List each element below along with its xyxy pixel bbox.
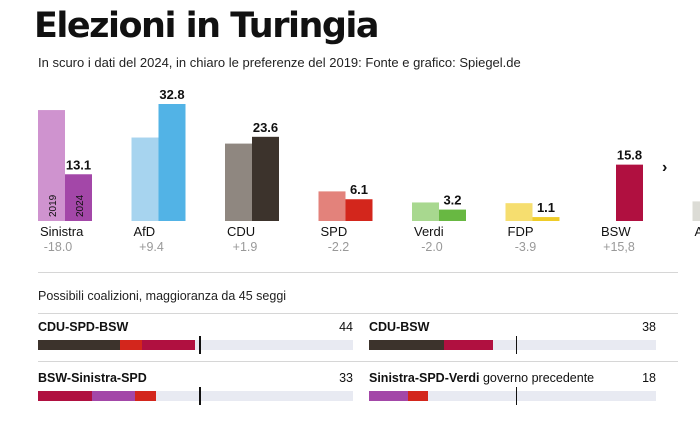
- bar-2019: [692, 201, 700, 221]
- coalition-segment: [408, 391, 428, 401]
- coalition-bar: [38, 336, 353, 354]
- data-label: 6.1: [350, 182, 368, 197]
- coalition-segment: [134, 391, 157, 401]
- coalition-segment: [369, 391, 409, 401]
- bar-chart: 13.1 Sinistra-18.0 2019 2024 32.8 AfD+9.4 23.6…: [38, 87, 700, 254]
- bar-2019: [412, 202, 439, 221]
- bar-2024: [439, 209, 466, 221]
- category-label: FDP: [508, 224, 534, 239]
- divider: [38, 313, 678, 314]
- coalition-segment: [38, 340, 121, 350]
- series-label-2024: 2024: [75, 194, 86, 217]
- coalition-segment: [91, 391, 135, 401]
- bar-2019: [38, 110, 65, 221]
- coalition-seats: 18: [642, 371, 656, 385]
- coalition-bar: [369, 336, 656, 354]
- coalitions-heading: Possibili coalizioni, maggioranza da 45 …: [38, 289, 287, 303]
- coalition-segment: [444, 340, 493, 350]
- bar-2019: [505, 203, 533, 221]
- bar-2024: [65, 174, 92, 221]
- data-label: 1.1: [537, 200, 555, 215]
- bar-2024: [158, 104, 186, 221]
- bar-2024: [616, 164, 643, 221]
- change-label: -2.2: [328, 240, 350, 254]
- change-label: +15,8: [603, 240, 635, 254]
- change-label: +9.4: [139, 240, 164, 254]
- bar-2019: [131, 137, 159, 221]
- bar-2019: [318, 191, 346, 221]
- divider: [38, 361, 678, 362]
- majority-marker: [515, 336, 518, 354]
- category-label: BSW: [601, 224, 631, 239]
- category-label: Verdi: [414, 224, 444, 239]
- change-label: -3.9: [515, 240, 537, 254]
- coalition-bar: [369, 387, 656, 405]
- category-label: AfD: [134, 224, 156, 239]
- category-label: Altrim…: [695, 224, 700, 239]
- chevron-right-icon[interactable]: ›: [662, 159, 668, 176]
- coalition-name: CDU-SPD-BSW: [38, 320, 129, 334]
- change-label: -18.0: [44, 240, 73, 254]
- coalition-note: governo precedente: [482, 371, 595, 385]
- majority-marker: [199, 336, 201, 354]
- coalition-name: Sinistra-SPD-Verdi governo precedente: [369, 371, 595, 385]
- majority-marker: [515, 387, 518, 405]
- series-label-2019: 2019: [48, 194, 59, 217]
- coalition-seats: 44: [339, 320, 353, 334]
- bar-2024: [345, 199, 373, 221]
- coalition-sinistra-spd-verdi: Sinistra-SPD-Verdi governo precedente 18: [369, 371, 656, 407]
- divider: [38, 272, 678, 273]
- data-label: 3.2: [443, 193, 461, 208]
- change-label: -2.0: [421, 240, 443, 254]
- majority-marker: [199, 387, 201, 405]
- bar-2019: [225, 143, 252, 221]
- category-label: Sinistra: [40, 224, 84, 239]
- coalition-segment: [120, 340, 142, 350]
- coalition-segment: [38, 391, 92, 401]
- coalition-bsw-sinistra-spd: BSW-Sinistra-SPD 33: [38, 371, 353, 407]
- category-label: SPD: [321, 224, 348, 239]
- coalition-seats: 38: [642, 320, 656, 334]
- change-label: +1.9: [233, 240, 258, 254]
- data-label: 15.8: [617, 148, 642, 163]
- coalition-seats: 33: [339, 371, 353, 385]
- page-title: Elezioni in Turingia: [34, 6, 380, 46]
- category-label: CDU: [227, 224, 255, 239]
- bar-2024: [252, 136, 279, 221]
- coalition-segment: [141, 340, 196, 350]
- coalition-cdu-bsw: CDU-BSW 38: [369, 320, 656, 356]
- bar-2024: [532, 217, 560, 221]
- data-label: 13.1: [66, 157, 91, 172]
- page-subtitle: In scuro i dati del 2024, in chiaro le p…: [38, 55, 521, 70]
- coalition-segment: [369, 340, 444, 350]
- data-label: 32.8: [159, 87, 184, 102]
- coalition-cdu-spd-bsw: CDU-SPD-BSW 44: [38, 320, 353, 356]
- data-label: 23.6: [253, 120, 278, 135]
- coalition-name: CDU-BSW: [369, 320, 430, 334]
- coalition-bar: [38, 387, 353, 405]
- coalition-name: BSW-Sinistra-SPD: [38, 371, 147, 385]
